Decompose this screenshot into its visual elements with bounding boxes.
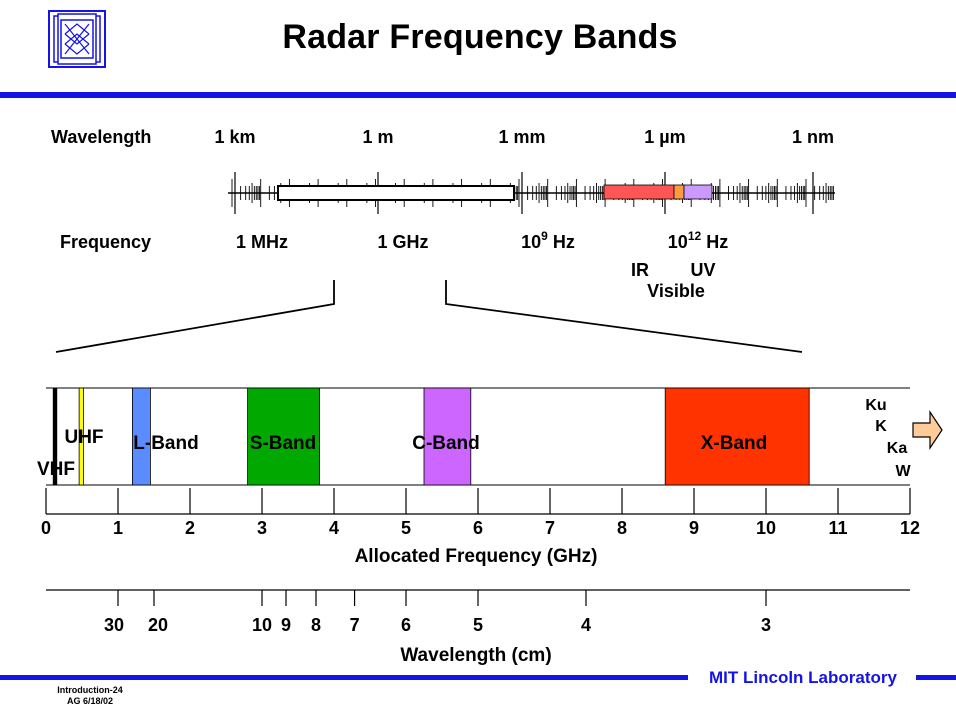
- arrow-right-icon: [912, 410, 943, 450]
- wavelength-tick-label: 4: [581, 615, 591, 635]
- slide-code: Introduction-24 AG 6/18/02: [40, 685, 140, 707]
- radar-band-chart: VHF UHF L-Band S-Band C-Band X-Band Ku K Ka W…: [37, 387, 943, 666]
- lab-name: MIT Lincoln Laboratory: [709, 668, 897, 687]
- frequency-tick-label: 5: [401, 518, 411, 538]
- band-label: C-Band: [412, 433, 480, 454]
- band-label: VHF: [37, 459, 75, 480]
- wavelength-axis-title: Wavelength (cm): [400, 645, 551, 666]
- uv-label: UV: [690, 260, 715, 280]
- header-divider: [0, 92, 956, 98]
- wavelength-tick-label: 6: [401, 615, 411, 635]
- author-date: AG 6/18/02: [66, 696, 114, 706]
- ir-label: IR: [631, 260, 649, 280]
- band-rect: [247, 387, 321, 486]
- band-rect: [664, 387, 810, 486]
- higher-band-label: K: [875, 418, 887, 435]
- frequency-tick-label: 12: [900, 518, 920, 538]
- frequency-tick-label: 1012 Hz: [668, 229, 728, 252]
- lincoln-lab-logo: [48, 10, 106, 68]
- band-rect: [423, 387, 472, 486]
- higher-band-label: Ka: [887, 440, 908, 457]
- band-label: X-Band: [701, 433, 768, 454]
- frequency-tick-label: 6: [473, 518, 483, 538]
- wavelength-tick-label: 5: [473, 615, 483, 635]
- band-rects: [52, 387, 810, 486]
- band-rect: [131, 387, 151, 486]
- wavelength-tick-label: 1 mm: [498, 127, 545, 147]
- frequency-axis-ticks: 0 1 2 3 4 5 6 7 8 9 10 11 12: [41, 488, 920, 538]
- wavelength-tick-label: 1 µm: [644, 127, 685, 147]
- wavelength-tick-label: 1 km: [214, 127, 255, 147]
- wavelength-axis-ticks: 30 20 10 9 8 7 6 5 4 3: [104, 590, 771, 635]
- higher-band-label: Ku: [865, 397, 886, 414]
- zoom-line-left: [55, 280, 335, 353]
- wavelength-tick-label: 1 nm: [792, 127, 834, 147]
- frequency-tick-label: 4: [329, 518, 339, 538]
- zoom-line-right: [445, 280, 803, 353]
- page-title: Radar Frequency Bands: [282, 18, 678, 56]
- band-rect: [52, 387, 58, 486]
- frequency-tick-label: 9: [689, 518, 699, 538]
- wavelength-tick-label: 7: [350, 615, 360, 635]
- spectrum-panel: Wavelength Frequency 1 km 1 m 1 mm 1 µm …: [51, 127, 835, 353]
- radar-band-highlight: [277, 185, 515, 201]
- frequency-tick-label: 1: [113, 518, 123, 538]
- visible-label: Visible: [647, 281, 705, 301]
- wavelength-tick-label: 30: [104, 615, 124, 635]
- wavelength-tick-label: 20: [148, 615, 168, 635]
- ultraviolet-block: [683, 184, 713, 200]
- frequency-tick-label: 8: [617, 518, 627, 538]
- frequency-tick-label: 1 GHz: [377, 232, 428, 252]
- band-label: UHF: [64, 427, 103, 448]
- frequency-tick-label: 10: [756, 518, 776, 538]
- frequency-tick-label: 7: [545, 518, 555, 538]
- band-rect: [78, 387, 84, 486]
- frequency-tick-label: 109 Hz: [521, 229, 575, 252]
- footer-divider: [0, 675, 688, 680]
- frequency-axis-title: Allocated Frequency (GHz): [355, 546, 598, 567]
- frequency-tick-label: 11: [828, 518, 847, 538]
- band-label: L-Band: [133, 433, 198, 454]
- frequency-tick-label: 0: [41, 518, 51, 538]
- wavelength-tick-label: 8: [311, 615, 321, 635]
- infrared-block: [603, 184, 675, 200]
- frequency-row-label: Frequency: [60, 232, 151, 252]
- higher-band-label: W: [895, 463, 911, 480]
- wavelength-tick-label: 3: [761, 615, 771, 635]
- frequency-tick-label: 3: [257, 518, 267, 538]
- footer-divider-tail: [916, 675, 956, 680]
- wavelength-row-label: Wavelength: [51, 127, 151, 147]
- band-labels: VHF UHF L-Band S-Band C-Band X-Band: [37, 427, 767, 480]
- slide-id: Introduction-24: [57, 685, 123, 695]
- wavelength-tick-label: 9: [281, 615, 291, 635]
- frequency-tick-label: 2: [185, 518, 195, 538]
- wavelength-tick-label: 10: [252, 615, 272, 635]
- frequency-tick-label: 1 MHz: [236, 232, 288, 252]
- wavelength-tick-label: 1 m: [362, 127, 393, 147]
- band-label: S-Band: [250, 433, 317, 454]
- visible-strip: [673, 184, 685, 200]
